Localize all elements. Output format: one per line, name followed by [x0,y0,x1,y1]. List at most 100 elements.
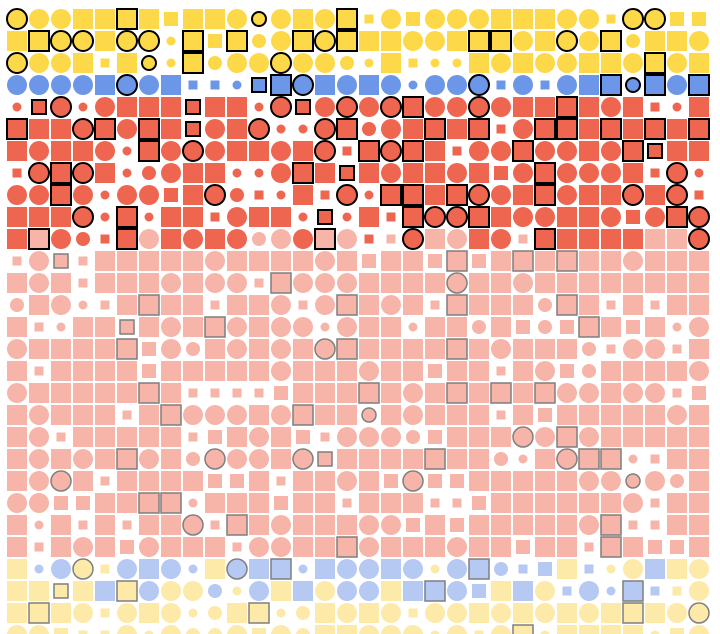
mosaic-square [579,207,599,227]
mosaic-square [600,74,622,96]
mosaic-square [601,185,621,205]
mosaic-circle [623,251,643,271]
mosaic-circle [579,581,599,601]
mosaic-square [579,493,599,513]
mosaic-square [469,515,489,535]
mosaic-circle [271,31,291,51]
mosaic-square [12,168,22,178]
mosaic-square [556,250,578,272]
mosaic-circle [271,295,291,315]
mosaic-square [446,382,468,404]
mosaic-square [535,97,555,117]
mosaic-circle [296,628,310,634]
mosaic-circle [12,102,22,112]
mosaic-square [249,207,269,227]
mosaic-square [249,317,269,337]
mosaic-square [513,493,533,513]
mosaic-circle [315,9,335,29]
mosaic-circle [73,75,93,95]
mosaic-square [666,206,688,228]
mosaic-circle [139,229,159,249]
mosaic-square [292,162,314,184]
mosaic-square [424,580,446,602]
mosaic-square [359,273,379,293]
mosaic-circle [557,185,577,205]
mosaic-circle [381,427,401,447]
mosaic-circle [249,449,269,469]
mosaic-square [403,295,423,315]
mosaic-square [562,586,572,596]
mosaic-square [557,229,577,249]
mosaic-square [667,295,687,315]
mosaic-circle [166,36,176,46]
mosaic-circle [557,141,577,161]
mosaic-circle [314,30,336,52]
mosaic-square [650,454,660,464]
mosaic-circle [670,474,684,488]
mosaic-square [535,9,555,29]
mosaic-circle [271,229,291,249]
mosaic-square [337,361,357,381]
mosaic-square [381,449,401,469]
mosaic-circle [161,603,181,623]
mosaic-square [513,405,533,425]
mosaic-square [623,163,643,183]
mosaic-square [491,515,511,535]
mosaic-square [425,185,445,205]
mosaic-square [386,234,396,244]
mosaic-square [249,141,269,161]
mosaic-square [650,520,660,530]
mosaic-square [160,404,182,426]
mosaic-square [490,30,512,52]
mosaic-circle [29,75,49,95]
mosaic-circle [7,493,27,513]
mosaic-circle [78,102,88,112]
mosaic-square [183,251,203,271]
mosaic-square [557,603,577,623]
mosaic-circle [116,74,138,96]
mosaic-square [139,317,159,337]
mosaic-circle [72,118,94,140]
mosaic-square [384,474,398,488]
mosaic-square [7,471,27,491]
mosaic-square [208,430,222,444]
mosaic-square [359,31,379,51]
mosaic-square [645,603,665,623]
mosaic-square [513,295,533,315]
mosaic-square [337,625,357,634]
mosaic-square [403,119,423,139]
mosaic-square [100,630,110,634]
mosaic-square [645,405,665,425]
mosaic-square [425,405,445,425]
mosaic-circle [144,630,154,634]
mosaic-circle [249,427,269,447]
mosaic-square [494,166,508,180]
mosaic-square [51,383,71,403]
mosaic-circle [430,58,440,68]
mosaic-circle [430,564,440,574]
mosaic-circle [364,190,374,200]
mosaic-circle [227,207,247,227]
mosaic-square [601,383,621,403]
mosaic-square [337,251,357,271]
mosaic-circle [292,448,314,470]
mosaic-square [689,53,709,73]
mosaic-square [359,317,379,337]
mosaic-square [117,361,137,381]
mosaic-circle [337,427,357,447]
mosaic-square [7,581,27,601]
mosaic-square [29,383,49,403]
mosaic-circle [161,163,181,183]
mosaic-circle [29,449,49,469]
mosaic-square [474,630,484,634]
mosaic-square [667,559,687,579]
mosaic-square [252,628,266,634]
mosaic-square [315,603,335,623]
mosaic-square [7,603,27,623]
mosaic-square [447,449,467,469]
mosaic-square [579,405,599,425]
mosaic-circle [579,471,599,491]
mosaic-circle [579,163,599,183]
mosaic-circle [491,603,511,623]
mosaic-square [160,492,182,514]
